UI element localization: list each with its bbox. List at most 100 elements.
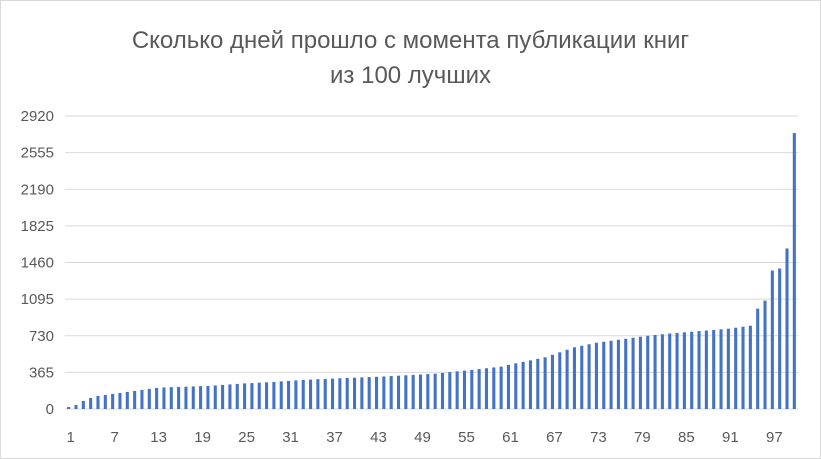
bar <box>206 385 210 409</box>
bar <box>140 389 144 409</box>
y-axis-labels: 0 365 730 1095 1460 1825 2190 2555 2920 <box>21 108 54 418</box>
bar <box>492 367 496 409</box>
x-tick-label: 13 <box>150 429 167 446</box>
bar <box>558 352 562 409</box>
bar <box>367 377 371 409</box>
bar <box>426 374 430 409</box>
y-tick-label: 2555 <box>21 145 54 162</box>
bars <box>67 133 796 409</box>
bar <box>499 366 503 409</box>
bar <box>228 384 232 409</box>
bar <box>763 300 767 409</box>
bar <box>309 379 313 409</box>
bar <box>506 364 511 409</box>
y-tick-label: 1460 <box>21 255 54 272</box>
bar <box>118 392 122 409</box>
bar <box>191 386 195 409</box>
bar <box>697 331 701 409</box>
bar <box>338 378 342 409</box>
bar <box>778 268 782 409</box>
bar <box>74 404 78 409</box>
bar <box>257 382 261 409</box>
bar <box>741 326 745 409</box>
bar <box>653 334 657 409</box>
bar <box>734 327 738 409</box>
bar <box>719 329 723 409</box>
bar <box>243 383 247 409</box>
y-tick-label: 730 <box>29 328 54 345</box>
bar <box>536 358 540 409</box>
x-tick-label: 67 <box>546 429 563 446</box>
bar <box>550 354 554 409</box>
x-tick-label: 19 <box>194 429 211 446</box>
bar <box>396 375 401 409</box>
x-tick-label: 91 <box>722 429 739 446</box>
bar <box>792 133 796 409</box>
x-tick-label: 1 <box>66 429 74 446</box>
x-tick-label: 31 <box>282 429 299 446</box>
chart-title-line-2: из 100 лучших <box>330 62 491 89</box>
y-tick-label: 1825 <box>21 218 54 235</box>
chart-title-line-1: Сколько дней прошло с момента публикации… <box>131 27 690 54</box>
bar <box>147 388 151 409</box>
bar <box>580 345 584 409</box>
bar <box>682 332 686 409</box>
bar <box>756 308 760 409</box>
bar <box>440 372 445 409</box>
bar <box>250 383 254 409</box>
bar <box>462 370 467 409</box>
y-tick-label: 0 <box>46 401 54 418</box>
x-tick-label: 43 <box>370 429 387 446</box>
bar <box>199 386 203 409</box>
bar <box>382 376 386 409</box>
chart-title: Сколько дней прошло с момента публикации… <box>1 23 820 93</box>
bar <box>484 368 489 409</box>
bar <box>287 380 291 409</box>
x-tick-label: 25 <box>238 429 255 446</box>
bar <box>67 406 71 409</box>
bar <box>213 385 217 409</box>
bar <box>111 393 115 409</box>
bar <box>177 386 181 409</box>
bar <box>279 381 283 409</box>
bar <box>668 333 672 409</box>
bar <box>455 371 459 409</box>
bar <box>704 330 708 409</box>
bar <box>162 387 166 409</box>
bar <box>609 340 613 409</box>
bar <box>360 377 364 409</box>
bar <box>748 325 752 409</box>
bar <box>528 360 532 409</box>
y-tick-label: 365 <box>29 364 54 381</box>
bar <box>433 373 437 409</box>
bar <box>594 342 598 409</box>
bar <box>169 387 173 409</box>
bar <box>331 378 335 409</box>
y-tick-label: 2920 <box>21 108 54 125</box>
bar <box>660 334 664 409</box>
gridlines <box>65 115 798 410</box>
bar <box>155 387 159 409</box>
bar <box>785 248 789 409</box>
bar <box>96 395 100 409</box>
bar <box>374 376 379 409</box>
y-tick-label: 1095 <box>21 291 54 308</box>
bar <box>712 329 716 409</box>
bar <box>301 379 305 409</box>
x-axis-labels: 1 7 13 19 25 31 37 43 49 55 61 67 73 79 85 91 97 <box>66 429 782 446</box>
bar <box>616 339 620 409</box>
bar <box>514 363 518 409</box>
bar <box>352 377 357 409</box>
bar <box>448 372 452 409</box>
bar <box>272 381 276 409</box>
bar <box>221 384 225 409</box>
x-tick-label: 55 <box>458 429 475 446</box>
bar <box>404 375 408 409</box>
bar <box>587 344 591 409</box>
bar <box>470 369 474 409</box>
bar <box>81 400 85 409</box>
bar <box>624 338 628 409</box>
x-tick-label: 79 <box>634 429 651 446</box>
x-tick-label: 49 <box>414 429 431 446</box>
